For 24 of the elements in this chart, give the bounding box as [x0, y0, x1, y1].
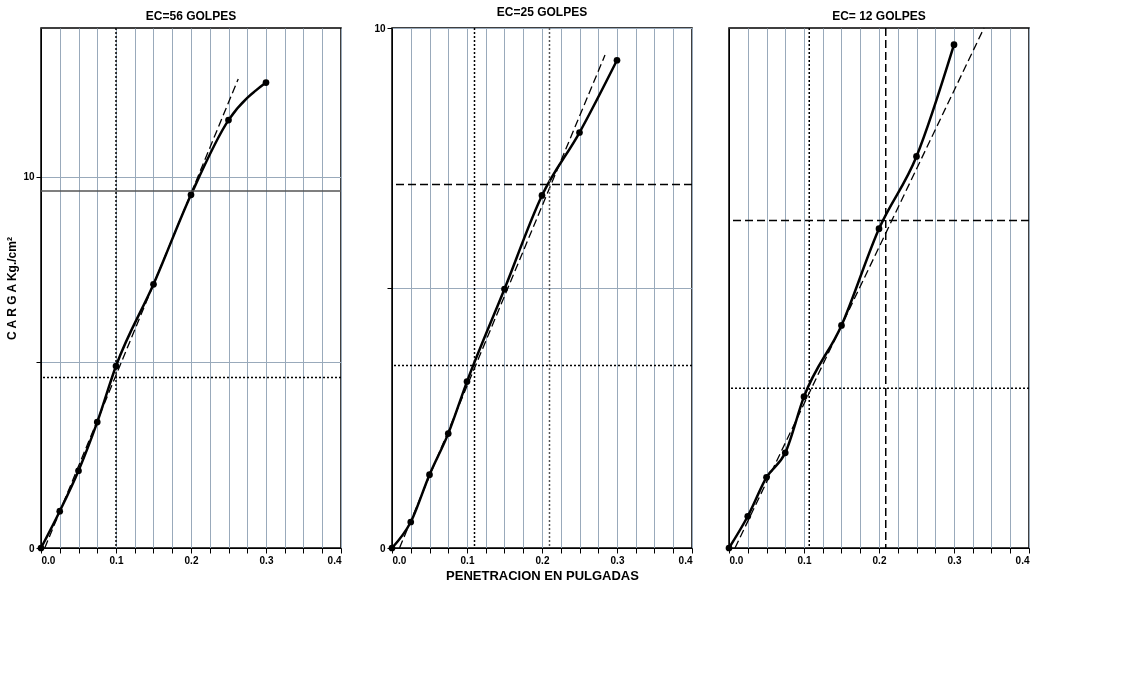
- x-tick-label: 0.4: [1015, 554, 1030, 566]
- x-tick-label: 0.2: [535, 554, 550, 566]
- x-tick-label: 0.1: [109, 554, 124, 566]
- x-tick-label: 0.3: [610, 554, 625, 566]
- x-tick-label: 0.4: [678, 554, 693, 566]
- chart-title: EC=56 GOLPES: [145, 9, 237, 24]
- y-tick-label: 0: [28, 542, 35, 554]
- y-tick-label: 10: [374, 22, 386, 34]
- x-axis-title: PENETRACION EN PULGADAS: [446, 567, 640, 583]
- chart-title: EC=25 GOLPES: [496, 5, 588, 19]
- x-tick-label: 0.0: [729, 554, 744, 566]
- x-tick-label: 0.4: [327, 554, 342, 566]
- x-tick-label: 0.2: [872, 554, 887, 566]
- y-axis-title: C A R G A Kg./cm²: [5, 237, 20, 340]
- x-tick-label: 0.2: [184, 554, 199, 566]
- y-tick-label: 10: [23, 171, 35, 183]
- y-tick-label: 0: [379, 542, 386, 554]
- chart-title: EC= 12 GOLPES: [832, 9, 926, 24]
- x-tick-label: 0.3: [947, 554, 962, 566]
- x-tick-label: 0.3: [259, 554, 274, 566]
- x-tick-label: 0.1: [797, 554, 812, 566]
- x-tick-label: 0.0: [41, 554, 56, 566]
- x-tick-label: 0.0: [392, 554, 407, 566]
- x-tick-label: 0.1: [460, 554, 475, 566]
